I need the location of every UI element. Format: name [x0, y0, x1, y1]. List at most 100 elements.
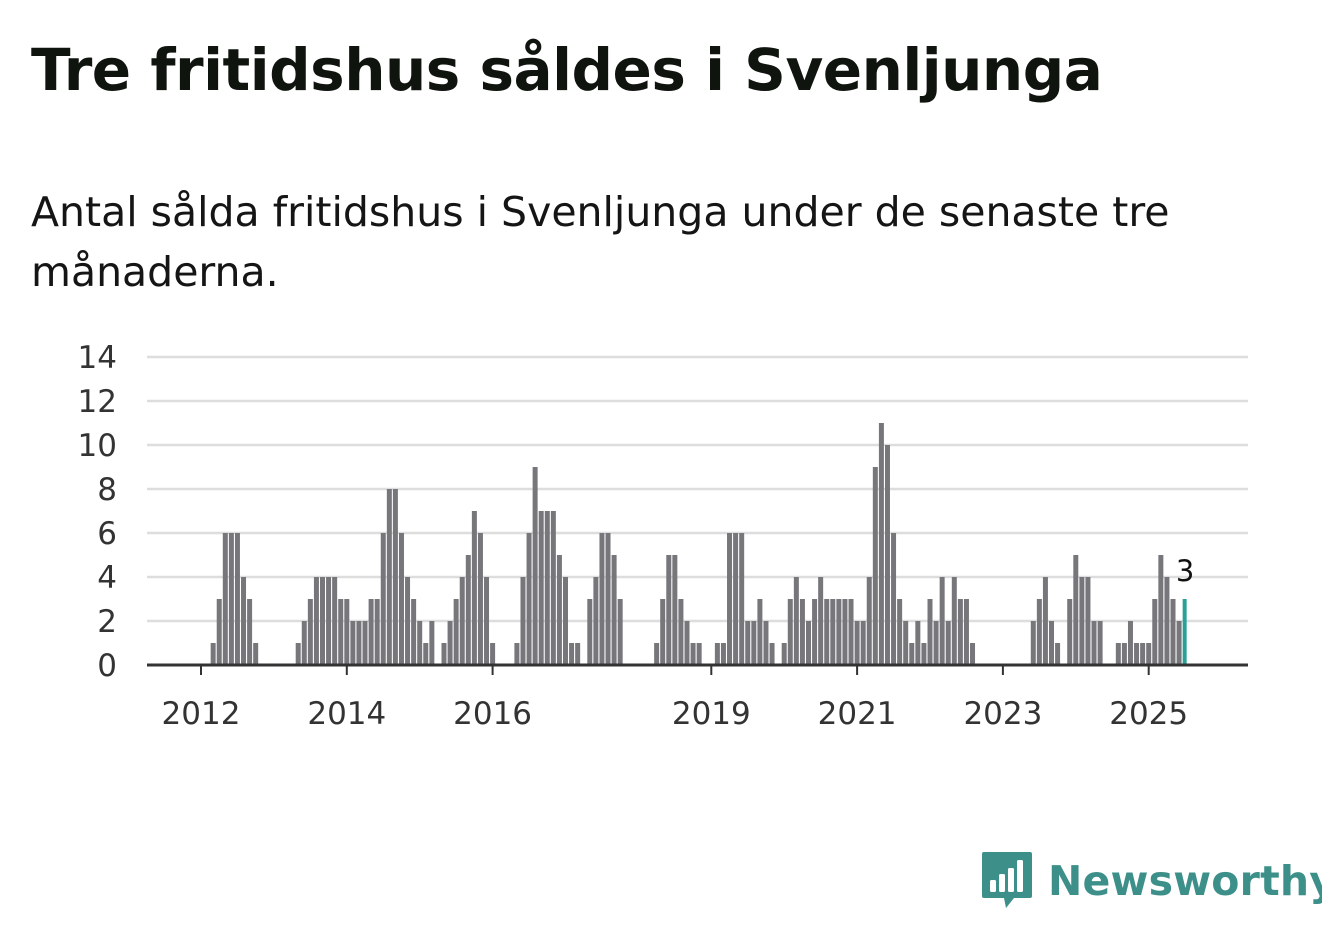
x-tick-label: 2025	[1109, 696, 1188, 732]
bar	[1091, 621, 1097, 665]
bar	[326, 577, 332, 665]
bar	[447, 621, 453, 665]
bar	[563, 577, 568, 665]
bar	[417, 621, 423, 665]
bar	[593, 577, 599, 665]
bar	[356, 621, 362, 665]
bar	[824, 599, 830, 665]
bar	[1176, 621, 1182, 665]
bar	[611, 555, 617, 665]
bar	[787, 599, 793, 665]
bar	[1030, 621, 1036, 665]
chart-subtitle: Antal sålda fritidshus i Svenljunga unde…	[31, 188, 1170, 296]
bar	[453, 599, 459, 665]
bar	[429, 621, 435, 665]
x-tick-label: 2012	[162, 696, 241, 732]
bar	[666, 555, 672, 665]
bar	[320, 577, 325, 665]
bar	[842, 599, 848, 665]
bar	[872, 467, 878, 665]
bar	[490, 643, 496, 665]
x-tick-label: 2021	[818, 696, 897, 732]
bar	[1164, 577, 1170, 665]
bar	[575, 643, 581, 665]
bar	[411, 599, 417, 665]
bar	[793, 577, 799, 665]
bar	[344, 599, 350, 665]
brand-name: Newsworthy	[1048, 857, 1322, 905]
bar	[751, 621, 757, 665]
bar	[550, 511, 556, 665]
bar	[1097, 621, 1103, 665]
bar	[933, 621, 939, 665]
bar	[1042, 577, 1048, 665]
bar	[241, 577, 247, 665]
bar	[654, 643, 660, 665]
bar	[1079, 577, 1085, 665]
bar	[1049, 621, 1054, 665]
bar	[951, 577, 957, 665]
bar	[884, 445, 890, 665]
bar	[520, 577, 526, 665]
bar	[1152, 599, 1158, 665]
bar	[599, 533, 605, 665]
bar	[1055, 643, 1061, 665]
y-tick-label: 4	[97, 560, 117, 596]
bar	[1073, 555, 1079, 665]
bar	[398, 533, 404, 665]
bar	[1140, 643, 1146, 665]
bar	[818, 577, 824, 665]
bar	[1085, 577, 1091, 665]
y-tick-label: 2	[97, 604, 117, 640]
bar	[587, 599, 593, 665]
y-tick-label: 8	[97, 472, 117, 508]
bar	[1170, 599, 1176, 665]
bar	[799, 599, 805, 665]
bar	[915, 621, 921, 665]
bar	[739, 533, 745, 665]
bar	[423, 643, 429, 665]
bar	[830, 599, 836, 665]
bar	[957, 599, 963, 665]
bar	[514, 643, 520, 665]
bar	[897, 599, 903, 665]
bar	[338, 599, 344, 665]
bar	[1115, 643, 1121, 665]
bar	[313, 577, 319, 665]
bar	[733, 533, 739, 665]
bar	[544, 511, 550, 665]
bar	[720, 643, 726, 665]
bar	[1134, 643, 1140, 665]
bar-chart-speech-bubble-icon	[982, 852, 1032, 908]
x-tick-label: 2016	[453, 696, 532, 732]
bar	[945, 621, 951, 665]
bar	[617, 599, 623, 665]
bar	[763, 621, 769, 665]
bar	[848, 599, 854, 665]
bar	[909, 643, 915, 665]
bar	[253, 643, 259, 665]
bar	[374, 599, 380, 665]
bar	[854, 621, 860, 665]
bar	[228, 533, 234, 665]
bar	[465, 555, 471, 665]
chart-title: Tre fritidshus såldes i Svenljunga	[31, 36, 1103, 104]
y-tick-label: 12	[78, 384, 117, 420]
bar	[903, 621, 909, 665]
bar	[556, 555, 562, 665]
bar	[295, 643, 301, 665]
bar-highlight	[1182, 599, 1187, 665]
bar	[1067, 599, 1073, 665]
bar	[222, 533, 228, 665]
bar	[757, 599, 763, 665]
axes	[147, 663, 1248, 675]
bar	[678, 599, 684, 665]
bar	[866, 577, 872, 665]
bar	[921, 643, 927, 665]
bar	[1146, 643, 1152, 665]
bar	[386, 489, 392, 665]
bar	[860, 621, 866, 665]
bar	[247, 599, 253, 665]
bar	[660, 599, 666, 665]
x-tick-label: 2023	[963, 696, 1042, 732]
